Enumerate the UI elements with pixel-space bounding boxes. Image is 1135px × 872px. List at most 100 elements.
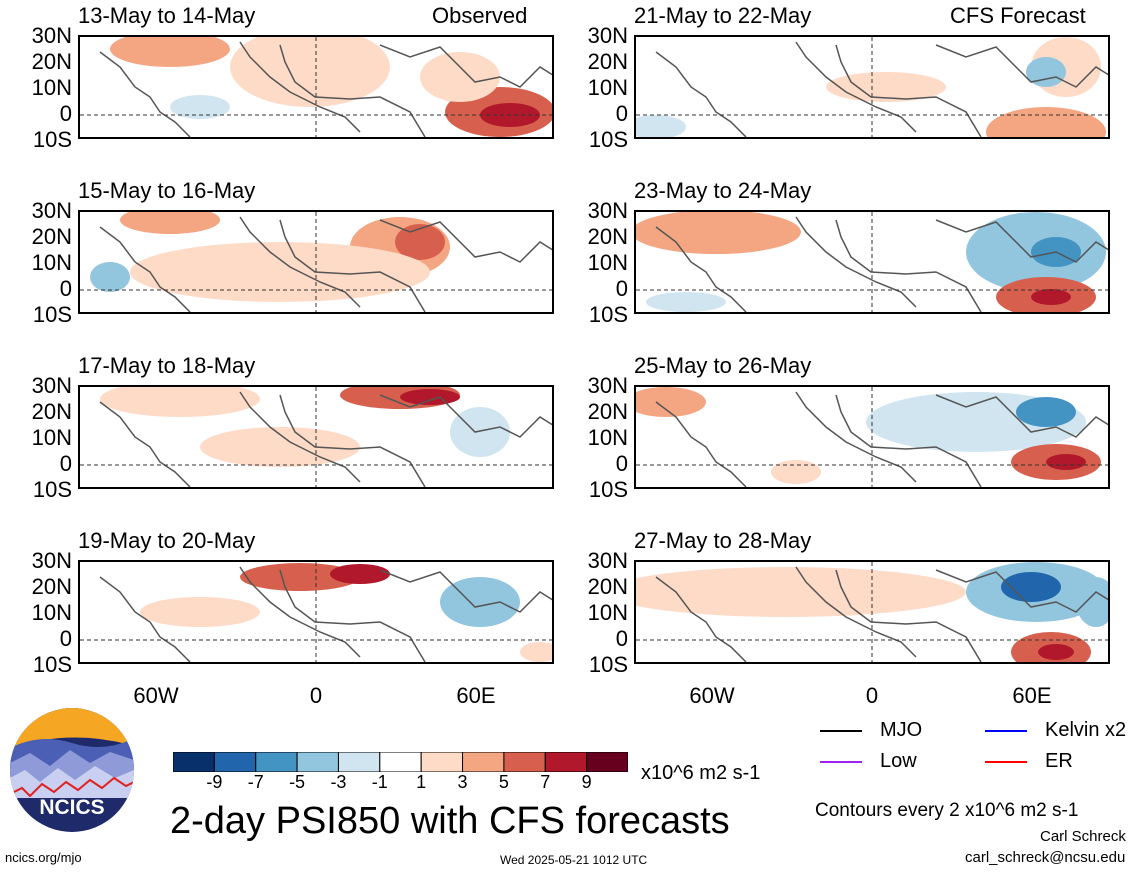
anomaly-shading bbox=[636, 387, 706, 417]
colorbar-tick-label: 3 bbox=[457, 772, 468, 792]
anomaly-shading bbox=[395, 224, 445, 260]
colorbar-swatch bbox=[213, 752, 257, 772]
colorbar-swatch bbox=[503, 752, 546, 772]
lat-tick-label: 10N bbox=[587, 250, 628, 275]
author-name: Carl Schreck bbox=[1040, 828, 1126, 845]
svg-text:NCICS: NCICS bbox=[39, 796, 104, 819]
lat-tick-label: 20N bbox=[31, 49, 72, 74]
coastline-americas bbox=[99, 51, 191, 137]
anomaly-shading bbox=[170, 95, 230, 119]
lat-tick-label: 10S bbox=[32, 127, 72, 152]
coastline-south-america bbox=[239, 566, 361, 658]
coastline-americas bbox=[99, 576, 191, 662]
colorbar-tick-label: 1 bbox=[416, 772, 427, 792]
lat-tick-label: 10S bbox=[588, 302, 628, 327]
er-legend-line bbox=[985, 761, 1027, 763]
lat-tick-label: 0 bbox=[59, 451, 72, 476]
panel-source-label: CFS Forecast bbox=[950, 3, 1086, 28]
lat-tick-label: 0 bbox=[615, 276, 628, 301]
lat-tick-label: 10N bbox=[31, 250, 72, 275]
coastline-asia bbox=[935, 44, 1108, 88]
lon-tick-label: 60E bbox=[1012, 683, 1052, 708]
coastline-africa bbox=[279, 44, 426, 137]
colorbar-tick-label: 5 bbox=[498, 772, 509, 792]
anomaly-shading bbox=[200, 427, 360, 467]
lat-tick-label: 10N bbox=[31, 425, 72, 450]
lat-tick-label: 0 bbox=[59, 276, 72, 301]
lat-tick-label: 20N bbox=[587, 574, 628, 599]
anomaly-map bbox=[634, 385, 1110, 489]
colorbar-swatch bbox=[379, 752, 422, 772]
lat-tick-label: 10S bbox=[588, 127, 628, 152]
lat-tick-label: 30N bbox=[31, 198, 72, 223]
coastline-asia bbox=[379, 394, 552, 438]
low-legend-label: Low bbox=[880, 750, 917, 772]
anomaly-shading bbox=[400, 389, 460, 405]
lat-tick-label: 30N bbox=[587, 23, 628, 48]
kelvin-legend-label: Kelvin x2 bbox=[1045, 719, 1127, 741]
source-url: ncics.org/mjo bbox=[5, 850, 82, 865]
lat-tick-label: 0 bbox=[59, 626, 72, 651]
anomaly-shading bbox=[1026, 57, 1066, 87]
colorbar-units: x10^6 m2 s-1 bbox=[641, 762, 761, 784]
lon-tick-label: 0 bbox=[865, 683, 879, 708]
anomaly-map bbox=[78, 210, 554, 314]
colorbar-swatch bbox=[337, 752, 381, 772]
anomaly-shading bbox=[1038, 644, 1074, 660]
colorbar bbox=[173, 752, 628, 772]
anomaly-shading bbox=[636, 567, 966, 617]
lat-tick-label: 30N bbox=[587, 198, 628, 223]
coastline-asia bbox=[935, 219, 1108, 263]
anomaly-map bbox=[634, 35, 1110, 139]
anomaly-shading bbox=[440, 577, 520, 627]
panel-title: 25-May to 26-May bbox=[634, 353, 812, 378]
anomaly-shading bbox=[771, 460, 821, 484]
coastline-asia bbox=[935, 394, 1108, 438]
lat-tick-label: 0 bbox=[615, 626, 628, 651]
coastline-south-america bbox=[795, 391, 917, 483]
colorbar-tick-label: -9 bbox=[206, 772, 223, 792]
colorbar-swatch bbox=[586, 752, 628, 772]
anomaly-shading bbox=[646, 292, 726, 312]
coastline-south-america bbox=[795, 216, 917, 308]
colorbar-tick-label: 9 bbox=[581, 772, 592, 792]
anomaly-shading bbox=[1031, 289, 1071, 305]
colorbar-swatch bbox=[462, 752, 505, 772]
author-email: carl_schreck@ncsu.edu bbox=[965, 849, 1126, 866]
coastline-africa bbox=[279, 394, 426, 487]
lon-tick-label: 60W bbox=[133, 683, 179, 708]
lat-tick-label: 10S bbox=[588, 477, 628, 502]
panel-title: 13-May to 14-May bbox=[78, 3, 256, 28]
kelvin-legend-line bbox=[985, 730, 1027, 732]
lat-tick-label: 30N bbox=[31, 548, 72, 573]
timestamp: Wed 2025-05-21 1012 UTC bbox=[500, 853, 648, 867]
colorbar-tick-label: -7 bbox=[247, 772, 264, 792]
lat-tick-label: 20N bbox=[31, 574, 72, 599]
lat-tick-label: 30N bbox=[31, 23, 72, 48]
anomaly-shading bbox=[636, 115, 686, 137]
lat-tick-label: 20N bbox=[31, 224, 72, 249]
panel-title: 17-May to 18-May bbox=[78, 353, 256, 378]
ncics-logo: NCICS bbox=[10, 708, 134, 832]
anomaly-shading bbox=[826, 72, 946, 102]
coastline-south-america bbox=[795, 41, 917, 133]
anomaly-shading bbox=[986, 107, 1106, 137]
anomaly-shading bbox=[230, 37, 390, 107]
panel-title: 27-May to 28-May bbox=[634, 528, 812, 553]
coastline-asia bbox=[379, 219, 552, 263]
lon-tick-label: 60W bbox=[689, 683, 735, 708]
anomaly-shading bbox=[450, 407, 510, 457]
panel-title: 19-May to 20-May bbox=[78, 528, 256, 553]
coastline-americas bbox=[655, 576, 747, 662]
colorbar-swatch bbox=[296, 752, 339, 772]
colorbar-swatch bbox=[255, 752, 298, 772]
coastline-americas bbox=[655, 401, 747, 487]
lat-tick-label: 10S bbox=[32, 652, 72, 677]
anomaly-shading bbox=[120, 212, 220, 234]
lat-tick-label: 20N bbox=[587, 224, 628, 249]
coastline-africa bbox=[279, 219, 426, 312]
coastline-americas bbox=[655, 226, 747, 312]
coastline-americas bbox=[99, 401, 191, 487]
lat-tick-label: 10N bbox=[31, 600, 72, 625]
anomaly-shading bbox=[240, 563, 360, 591]
